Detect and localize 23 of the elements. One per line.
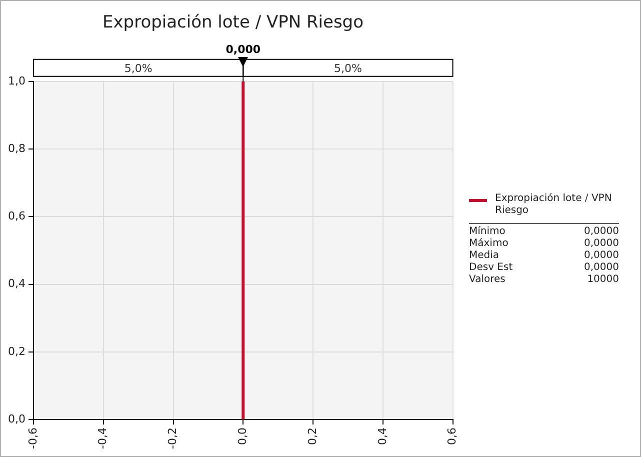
y-tick-label: 0,0 <box>8 412 26 426</box>
x-tick-label: 0,2 <box>306 428 319 446</box>
x-tick-label: -0,6 <box>26 428 40 450</box>
y-tick-label: 1,0 <box>8 74 26 88</box>
text: 5,0% <box>334 62 362 75</box>
x-tick-label: 0,0 <box>236 428 250 446</box>
x-tick-label: 0,6 <box>446 428 459 446</box>
text: Valores 10000 <box>469 274 619 285</box>
x-tick-label: 0,4 <box>376 428 389 446</box>
text: Máximo 0,0000 <box>469 238 619 249</box>
y-tick-label: 0,8 <box>8 142 26 155</box>
text: Desv Est 0,0000 <box>469 262 619 273</box>
x-tick-label: -0,2 <box>166 428 180 450</box>
ref-line-label: 0,000 <box>226 42 261 56</box>
chart-title: Expropiación lote / VPN Riesgo <box>102 12 364 33</box>
y-tick-label: 0,4 <box>8 277 26 290</box>
y-tick-label: 0,6 <box>8 210 26 223</box>
legend-label: Expropiación lote / VPN Riesgo <box>495 193 613 217</box>
text: 5,0% <box>124 62 152 75</box>
x-tick-label: -0,4 <box>96 428 110 450</box>
text: Mínimo 0,0000 <box>469 226 619 237</box>
y-tick-label: 0,2 <box>8 344 26 358</box>
text: Media 0,0000 <box>469 250 619 261</box>
